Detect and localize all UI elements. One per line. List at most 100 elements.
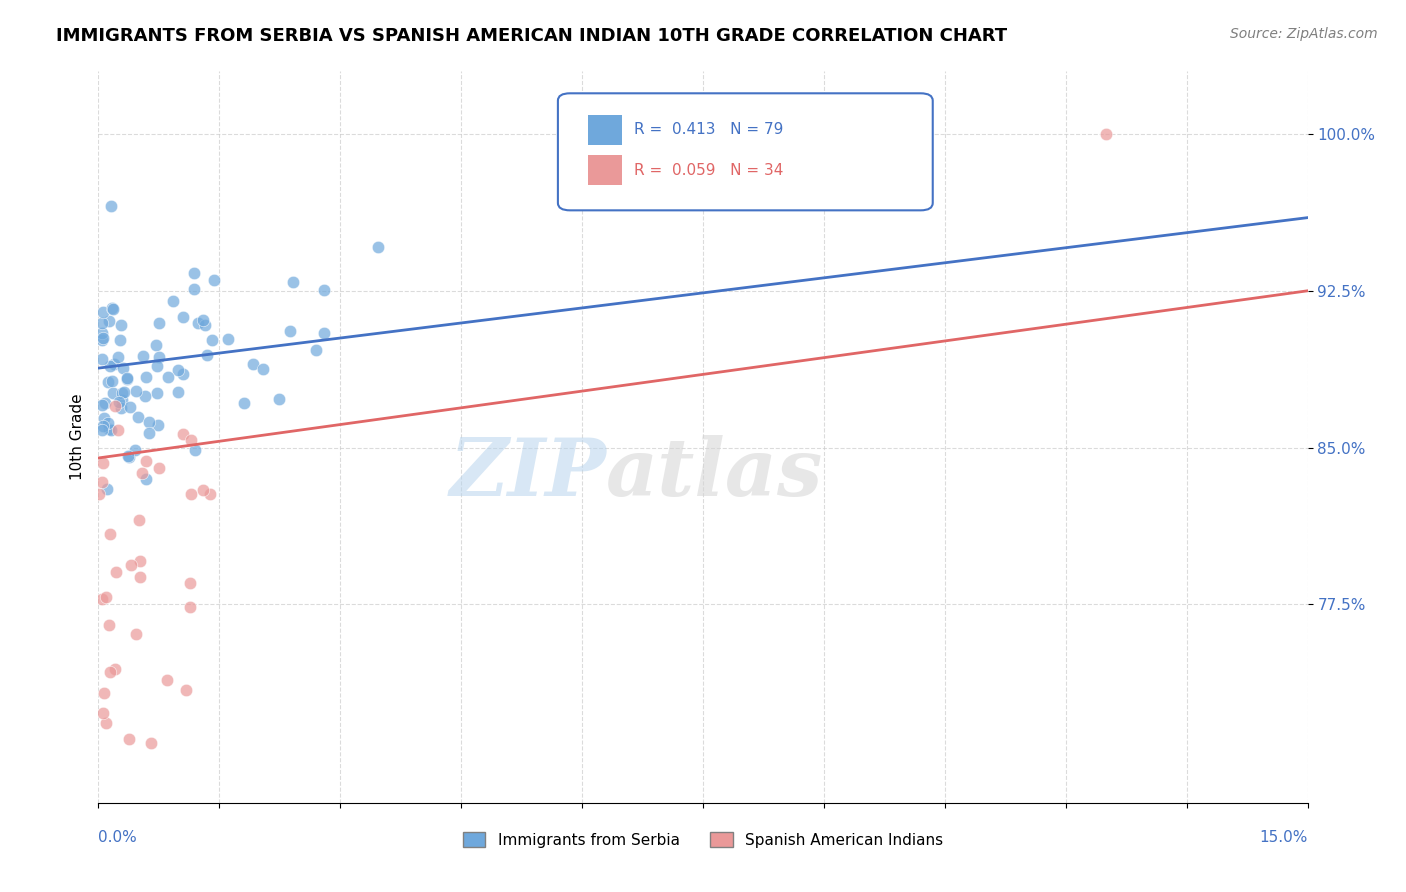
Point [166, 385, 188, 400]
Point [97, 416, 120, 430]
Point [91, 351, 114, 366]
Point [89, 487, 111, 501]
Y-axis label: 10th Grade: 10th Grade [69, 393, 84, 481]
Point [191, 483, 214, 498]
Point [91, 317, 114, 331]
Point [100, 423, 122, 437]
Point [93, 410, 115, 425]
Point [217, 332, 239, 346]
Point [179, 576, 201, 591]
Point [100, 359, 122, 373]
Point [94, 715, 117, 730]
Legend: Immigrants from Serbia, Spanish American Indians: Immigrants from Serbia, Spanish American… [457, 825, 949, 854]
Point [128, 513, 150, 527]
Point [125, 384, 148, 399]
Point [91, 592, 114, 607]
Point [197, 348, 219, 362]
Point [172, 368, 194, 382]
Point [278, 324, 301, 338]
Point [201, 334, 224, 348]
Point [148, 351, 170, 365]
FancyBboxPatch shape [558, 94, 932, 211]
Point [187, 316, 209, 330]
Point [107, 423, 129, 437]
Point [98, 422, 121, 436]
Point [183, 282, 205, 296]
Point [135, 453, 157, 467]
Point [94, 395, 117, 409]
Point [112, 385, 135, 400]
Point [91, 333, 114, 347]
Point [97, 618, 120, 632]
Point [183, 442, 205, 457]
Point [312, 326, 335, 341]
Point [115, 370, 138, 384]
Point [134, 389, 156, 403]
Point [232, 396, 254, 410]
Point [148, 317, 170, 331]
Point [198, 487, 221, 501]
Point [127, 409, 149, 424]
Point [91, 326, 114, 340]
Point [162, 293, 184, 308]
Point [110, 318, 132, 333]
Point [104, 662, 127, 676]
Point [101, 375, 124, 389]
Point [120, 558, 142, 573]
Point [93, 686, 115, 700]
Point [138, 415, 160, 429]
Point [108, 333, 131, 347]
Point [110, 401, 132, 415]
Point [94, 591, 117, 605]
Point [172, 426, 194, 441]
Point [129, 554, 152, 568]
Point [146, 418, 169, 433]
Point [148, 461, 170, 475]
Point [111, 361, 134, 376]
Point [118, 732, 141, 747]
Point [131, 350, 153, 364]
Text: IMMIGRANTS FROM SERBIA VS SPANISH AMERICAN INDIAN 10TH GRADE CORRELATION CHART: IMMIGRANTS FROM SERBIA VS SPANISH AMERIC… [56, 27, 1007, 45]
Point [98, 665, 121, 679]
Point [91, 423, 114, 437]
Point [305, 343, 328, 358]
Point [124, 443, 146, 458]
Point [242, 357, 264, 371]
Point [146, 359, 169, 373]
Point [93, 418, 115, 433]
Point [111, 385, 134, 400]
Point [111, 393, 134, 408]
Point [202, 273, 225, 287]
Point [93, 331, 115, 345]
Text: atlas: atlas [606, 435, 824, 512]
Point [269, 392, 291, 406]
Point [194, 318, 217, 332]
Point [176, 683, 198, 698]
Point [104, 399, 127, 413]
Point [314, 284, 336, 298]
Point [135, 369, 157, 384]
Point [96, 483, 118, 497]
Point [91, 398, 114, 412]
Point [108, 395, 131, 409]
Point [367, 240, 389, 254]
Point [100, 301, 122, 316]
Point [91, 305, 114, 319]
Text: R =  0.059   N = 34: R = 0.059 N = 34 [634, 162, 783, 178]
Point [98, 313, 121, 327]
Point [100, 199, 122, 213]
Point [117, 449, 139, 463]
Point [252, 362, 274, 376]
Point [107, 350, 129, 364]
Point [91, 706, 114, 720]
Point [100, 527, 122, 541]
Point [101, 301, 124, 316]
Point [191, 313, 214, 327]
Point [180, 434, 202, 448]
Point [135, 472, 157, 486]
Text: ZIP: ZIP [450, 435, 606, 512]
Point [115, 371, 138, 385]
Point [145, 338, 167, 352]
Point [91, 456, 114, 470]
Point [180, 487, 202, 501]
